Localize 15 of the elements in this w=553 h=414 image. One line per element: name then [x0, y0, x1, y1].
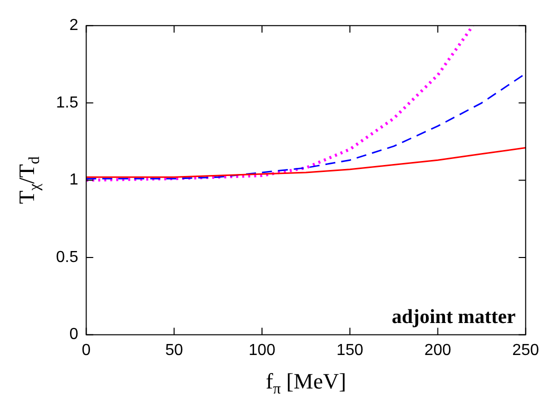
y-tick-label: 0 — [69, 326, 78, 344]
x-tick-label: 250 — [512, 342, 540, 359]
y-axis-title: Tχ/Td — [14, 156, 43, 204]
x-tick-label: 200 — [424, 342, 452, 359]
y-tick-label: 0.5 — [56, 248, 78, 266]
y-tick-label: 2 — [69, 17, 78, 34]
x-tick-label: 50 — [165, 342, 184, 359]
line-series — [86, 72, 526, 180]
x-tick-label: 0 — [82, 342, 91, 359]
x-tick-label: 150 — [336, 342, 364, 359]
y-tick-label: 1.5 — [56, 94, 78, 112]
x-tick-label: 100 — [248, 342, 276, 359]
line-series — [86, 26, 474, 182]
y-tick-label: 1 — [69, 172, 78, 189]
annotation: adjoint matter — [392, 306, 516, 328]
